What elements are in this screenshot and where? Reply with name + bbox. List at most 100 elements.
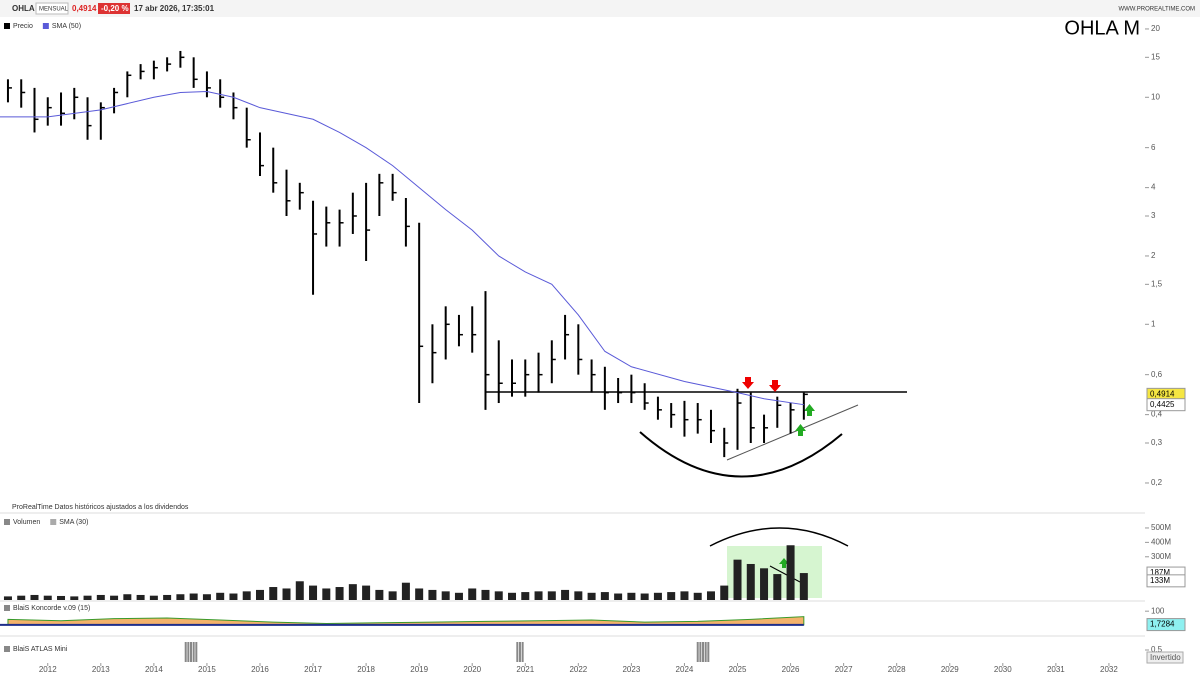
arrow-up (804, 404, 815, 416)
legend-swatch (4, 605, 10, 611)
legend-swatch (4, 23, 10, 29)
legend-swatch (4, 646, 10, 652)
arrow-up (795, 424, 806, 436)
x-tick-label: 2012 (39, 665, 57, 674)
volume-bar (362, 585, 371, 600)
price-tag (1146, 574, 1186, 588)
volume-bar (43, 595, 52, 600)
y-tick-label: 0,6 (1151, 370, 1163, 379)
x-tick-label: 2029 (941, 665, 959, 674)
x-tick-label: 2019 (410, 665, 428, 674)
change-box (98, 3, 130, 14)
x-tick-label: 2031 (1047, 665, 1065, 674)
smile-arc (639, 431, 843, 478)
x-tick-label: 2024 (676, 665, 694, 674)
volume-bar (229, 593, 238, 600)
volume-bar (547, 591, 556, 600)
volume-bar (3, 596, 12, 600)
volume-bar (508, 592, 517, 600)
x-tick-label: 2015 (198, 665, 216, 674)
price-tag-label: 0,4914 (1150, 389, 1175, 398)
x-tick-label: 2026 (782, 665, 800, 674)
y-tick-label: 300M (1151, 552, 1171, 561)
volume-bar (176, 594, 185, 600)
y-tick-label: 3 (1151, 211, 1156, 220)
volume-bar (149, 595, 158, 600)
volume-bar (322, 588, 331, 600)
x-tick-label: 2021 (516, 665, 534, 674)
legend-swatch (4, 519, 10, 525)
big-title: OHLA M (1064, 17, 1140, 39)
period-box[interactable] (35, 2, 69, 15)
volume-bar (561, 589, 570, 600)
volume-bar (17, 595, 26, 600)
volume-bar (468, 588, 477, 600)
arrow-down (769, 380, 781, 392)
volume-bar (216, 592, 225, 600)
volume-bar (587, 592, 596, 600)
y-tick-label: 100 (1151, 606, 1165, 615)
price-tag-label: 133M (1150, 576, 1170, 585)
y-tick-label: 0,3 (1151, 438, 1163, 447)
legend-swatch (50, 519, 57, 525)
volume-bar (693, 592, 702, 600)
y-tick-label: 4 (1151, 183, 1156, 192)
y-tick-label: 500M (1151, 523, 1171, 532)
volume-bar (680, 591, 689, 600)
y-tick-label: 0,4 (1151, 410, 1163, 419)
x-tick-label: 2018 (357, 665, 375, 674)
signal-bar (184, 642, 187, 662)
x-tick-label: 2023 (622, 665, 640, 674)
x-tick-label: 2017 (304, 665, 322, 674)
signal-bar (192, 642, 195, 662)
volume-bar (653, 592, 662, 600)
y-tick-label: 1 (1151, 319, 1156, 328)
price-tag (1146, 398, 1186, 412)
volume-bar (189, 593, 198, 600)
x-tick-label: 2014 (145, 665, 163, 674)
volume-bar (202, 594, 211, 600)
header-bar (0, 0, 1200, 17)
volume-bar (96, 594, 105, 600)
y-tick-label: 1,5 (1151, 279, 1163, 288)
x-tick-label: 2025 (729, 665, 747, 674)
volume-bar (600, 592, 609, 600)
price-tag-label: 187M (1150, 568, 1170, 577)
y-tick-label: 6 (1151, 143, 1156, 152)
x-tick-label: 2022 (569, 665, 587, 674)
symbol: OHLA (12, 4, 35, 13)
sma-line (0, 91, 804, 406)
volume-bar (388, 591, 397, 600)
button-label: Invertido (1150, 653, 1181, 662)
axis-column (1145, 18, 1200, 675)
button[interactable] (1146, 651, 1184, 664)
y-tick-label: 2 (1151, 251, 1156, 260)
volume-bar (799, 573, 808, 600)
volume-bar (773, 574, 782, 600)
signal-bar (516, 642, 519, 662)
arrow-up (779, 558, 789, 568)
volume-bar (667, 592, 676, 600)
datetime: 17 abr 2026, 17:35:01 (134, 4, 215, 13)
y-tick-label: 20 (1151, 24, 1160, 33)
x-tick-label: 2030 (994, 665, 1012, 674)
volume-bar (282, 588, 291, 600)
x-tick-label: 2013 (92, 665, 110, 674)
volume-bar (733, 559, 742, 600)
signal-bar (696, 642, 699, 662)
volume-bar (614, 593, 623, 600)
volume-bar (574, 591, 583, 600)
price-tag-label: 1,7284 (1150, 620, 1175, 629)
volume-bar (746, 563, 755, 600)
y-tick-label: 0,5 (1151, 645, 1163, 654)
volume-bar (57, 595, 66, 600)
volume-bar (428, 589, 437, 600)
volume-bar (110, 595, 119, 600)
signal-bar (699, 642, 702, 662)
source: ProRealTime Datos históricos ajustados a… (12, 504, 189, 511)
y-tick-label: 400M (1151, 537, 1171, 546)
signal-bar (195, 642, 198, 662)
volume-bar (242, 591, 251, 600)
volume-arc (709, 527, 849, 547)
